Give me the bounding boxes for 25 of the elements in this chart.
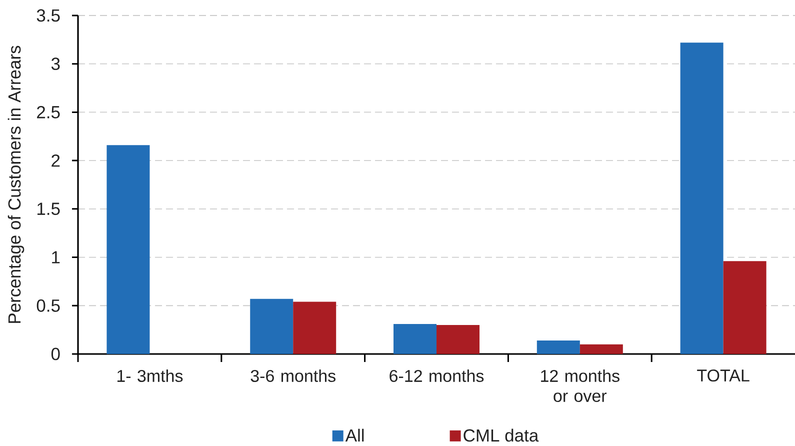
y-tick-label: 0 [51, 348, 60, 360]
legend-label: CML data [464, 428, 539, 442]
y-axis-title: Percentage of Customers in Arrears [8, 46, 24, 323]
y-tick-label: 3.5 [36, 9, 60, 22]
bar [536, 340, 580, 354]
y-tick-label: 0.5 [36, 299, 60, 312]
bar [680, 42, 724, 354]
bar [723, 261, 766, 354]
x-tick-label: 12 months or over [541, 370, 620, 402]
y-tick-label: 2.5 [37, 106, 60, 118]
legend-label: All [345, 428, 364, 442]
y-tick-label: 3 [51, 58, 60, 70]
bar [580, 344, 623, 354]
bar [394, 324, 437, 354]
bar [436, 324, 480, 354]
x-tick-label: 3-6 months [250, 370, 336, 382]
x-tick-label: 1- 3mths [117, 370, 183, 382]
y-tick-label: 2 [52, 154, 60, 167]
bar [106, 145, 150, 354]
x-tick-label: TOTAL [697, 370, 750, 382]
bar [293, 302, 336, 354]
y-tick-label: 1.5 [37, 202, 60, 216]
bar [250, 298, 294, 354]
y-tick-label: 1 [52, 251, 60, 264]
x-tick-label: 6-12 months [390, 370, 484, 382]
